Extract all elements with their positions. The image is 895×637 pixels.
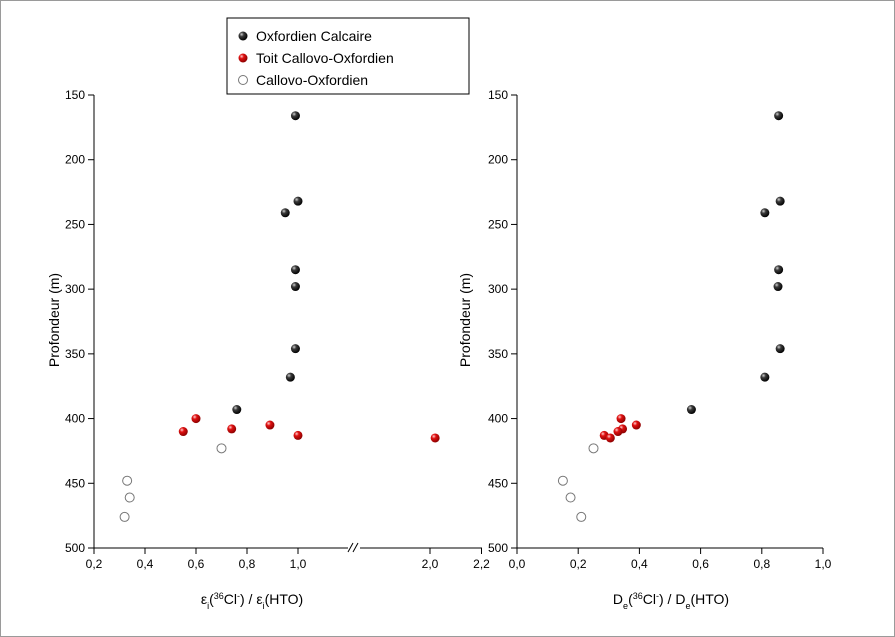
left-point-oxfordien-calcaire xyxy=(280,208,290,218)
right-y-tick-label: 450 xyxy=(488,476,508,490)
left-y-tick-label: 200 xyxy=(65,153,85,167)
right-y-tick-label: 300 xyxy=(488,282,508,296)
left-x-tick-label: 2,0 xyxy=(422,557,439,571)
right-point-oxfordien-calcaire xyxy=(775,196,785,206)
left-point-toit-callovo-oxfordien xyxy=(293,430,303,440)
left-point-oxfordien-calcaire xyxy=(293,196,303,206)
left-point-callovo-oxfordien xyxy=(122,475,133,486)
left-point-oxfordien-calcaire xyxy=(290,111,300,121)
left-point-toit-callovo-oxfordien xyxy=(265,420,275,430)
left-point-callovo-oxfordien xyxy=(124,492,135,503)
right-x-tick-label: 1,0 xyxy=(815,557,832,571)
right-point-oxfordien-calcaire xyxy=(774,111,784,121)
left-y-axis-label: Profondeur (m) xyxy=(46,273,62,367)
left-data-points xyxy=(119,111,440,522)
right-x-tick-label: 0,4 xyxy=(631,557,648,571)
right-point-oxfordien-calcaire xyxy=(773,282,783,292)
legend-label-oxfordien-calcaire: Oxfordien Calcaire xyxy=(256,28,372,44)
axis-break-mark-1 xyxy=(347,542,354,553)
left-point-toit-callovo-oxfordien xyxy=(227,424,237,434)
right-point-oxfordien-calcaire xyxy=(760,372,770,382)
right-y-tick-label: 400 xyxy=(488,412,508,426)
right-point-oxfordien-calcaire xyxy=(775,344,785,354)
right-point-oxfordien-calcaire xyxy=(686,405,696,415)
left-point-oxfordien-calcaire xyxy=(285,372,295,382)
legend-marker-toit-callovo-oxfordien xyxy=(238,53,248,63)
left-y-ticks: 150 200 250 300 350 400 450 500 xyxy=(65,88,94,555)
left-point-callovo-oxfordien xyxy=(216,443,227,454)
right-point-toit-callovo-oxfordien xyxy=(631,420,641,430)
right-x-ticks: 0,0 0,2 0,4 0,6 0,8 1,0 xyxy=(509,548,832,571)
left-x-tick-label: 0,8 xyxy=(239,557,256,571)
left-point-oxfordien-calcaire xyxy=(290,265,300,275)
left-x-tick-label: 1,0 xyxy=(290,557,307,571)
left-y-tick-label: 250 xyxy=(65,217,85,231)
right-data-points xyxy=(557,111,785,522)
left-x-axis xyxy=(94,542,482,553)
axis-break-mark-2 xyxy=(352,542,359,553)
right-y-tick-label: 150 xyxy=(488,88,508,102)
right-point-oxfordien-calcaire xyxy=(760,208,770,218)
right-y-axis-label: Profondeur (m) xyxy=(457,273,473,367)
right-point-toit-callovo-oxfordien xyxy=(605,433,615,443)
right-y-ticks: 150 200 250 300 350 400 450 500 xyxy=(488,88,517,555)
right-y-tick-label: 350 xyxy=(488,347,508,361)
left-plot-panel: 150 200 250 300 350 400 450 500 0,2 0,4 0,6 0,8 1,0… xyxy=(46,88,490,611)
right-point-toit-callovo-oxfordien xyxy=(613,427,623,437)
right-point-callovo-oxfordien xyxy=(557,475,568,486)
legend-marker-oxfordien-calcaire xyxy=(238,31,248,41)
left-y-tick-label: 500 xyxy=(65,541,85,555)
right-y-tick-label: 200 xyxy=(488,153,508,167)
right-x-tick-label: 0,2 xyxy=(570,557,587,571)
left-x-tick-label: 0,2 xyxy=(86,557,103,571)
left-x-axis-label: εi(36Cl-) / εi(HTO) xyxy=(201,591,303,611)
right-point-callovo-oxfordien xyxy=(565,492,576,503)
right-plot-panel: 150 200 250 300 350 400 450 500 0,0 0,2 0,4 0,6 0,8… xyxy=(457,88,832,611)
legend-box xyxy=(226,17,470,95)
left-point-toit-callovo-oxfordien xyxy=(178,427,188,437)
left-point-callovo-oxfordien xyxy=(119,511,130,522)
left-x-tick-label: 0,4 xyxy=(137,557,154,571)
left-point-oxfordien-calcaire xyxy=(232,405,242,415)
left-y-tick-label: 350 xyxy=(65,347,85,361)
left-x-ticks: 0,2 0,4 0,6 0,8 1,0 2,0 2,2 xyxy=(86,548,490,571)
left-y-tick-label: 400 xyxy=(65,412,85,426)
left-x-tick-label: 2,2 xyxy=(473,557,490,571)
legend-label-callovo-oxfordien: Callovo-Oxfordien xyxy=(256,72,368,88)
left-y-tick-label: 300 xyxy=(65,282,85,296)
left-point-toit-callovo-oxfordien xyxy=(191,414,201,424)
right-point-oxfordien-calcaire xyxy=(774,265,784,275)
right-x-tick-label: 0,6 xyxy=(692,557,709,571)
left-y-tick-label: 150 xyxy=(65,88,85,102)
legend: Oxfordien Calcaire Toit Callovo-Oxfordie… xyxy=(226,17,470,95)
right-point-callovo-oxfordien xyxy=(588,443,599,454)
right-point-callovo-oxfordien xyxy=(576,511,587,522)
left-y-tick-label: 450 xyxy=(65,476,85,490)
left-point-toit-callovo-oxfordien xyxy=(430,433,440,443)
legend-label-toit-callovo-oxfordien: Toit Callovo-Oxfordien xyxy=(256,50,394,66)
left-point-oxfordien-calcaire xyxy=(290,344,300,354)
right-y-tick-label: 250 xyxy=(488,217,508,231)
right-x-axis-label: De(36Cl-) / De(HTO) xyxy=(613,591,729,611)
right-x-tick-label: 0,0 xyxy=(509,557,526,571)
right-x-tick-label: 0,8 xyxy=(753,557,770,571)
left-x-tick-label: 0,6 xyxy=(188,557,205,571)
right-y-tick-label: 500 xyxy=(488,541,508,555)
left-point-oxfordien-calcaire xyxy=(290,282,300,292)
right-point-toit-callovo-oxfordien xyxy=(616,414,626,424)
legend-marker-callovo-oxfordien xyxy=(238,75,248,85)
